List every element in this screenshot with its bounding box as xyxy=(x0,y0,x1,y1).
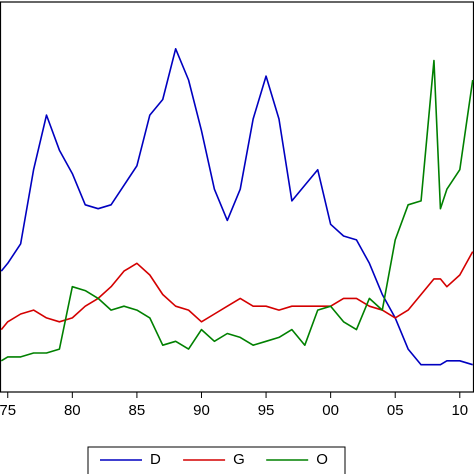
legend-label: O xyxy=(316,451,328,468)
legend-label: G xyxy=(233,451,245,468)
line-series xyxy=(0,59,474,362)
x-tick-label: 10 xyxy=(451,402,468,419)
x-tick-label: 00 xyxy=(322,402,339,419)
x-tick-label: 85 xyxy=(129,402,146,419)
x-tick-label: 75 xyxy=(0,402,16,419)
line-series xyxy=(0,251,474,331)
line-series xyxy=(0,48,473,366)
x-tick-label: 80 xyxy=(64,402,81,419)
x-tick-label: 05 xyxy=(387,402,404,419)
x-tick-label: 90 xyxy=(193,402,210,419)
legend-label: D xyxy=(150,451,161,468)
x-tick-label: 95 xyxy=(258,402,275,419)
